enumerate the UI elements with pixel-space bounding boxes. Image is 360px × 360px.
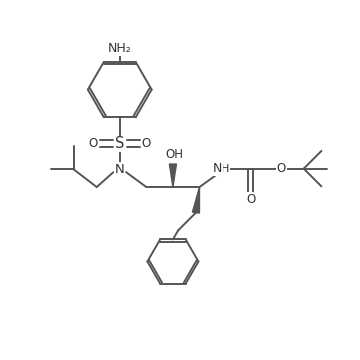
Text: O: O xyxy=(89,137,98,150)
Polygon shape xyxy=(169,164,176,187)
Text: N: N xyxy=(115,163,125,176)
Polygon shape xyxy=(193,187,199,213)
Text: OH: OH xyxy=(166,148,184,161)
Text: O: O xyxy=(277,162,286,175)
Text: S: S xyxy=(115,136,125,151)
Text: O: O xyxy=(142,137,151,150)
Text: O: O xyxy=(246,193,255,206)
Text: N: N xyxy=(212,162,222,175)
Text: H: H xyxy=(221,164,229,174)
Text: NH₂: NH₂ xyxy=(108,42,132,55)
